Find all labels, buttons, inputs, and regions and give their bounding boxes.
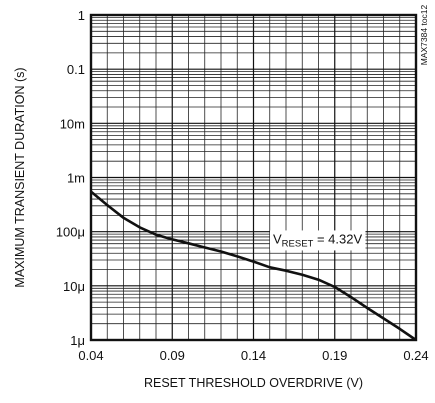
- y-tick-label: 0.1: [67, 62, 85, 77]
- x-tick-label: 0.09: [160, 348, 185, 363]
- x-tick-label: 0.19: [322, 348, 347, 363]
- x-tick-label: 0.04: [78, 348, 103, 363]
- annotation-subscript: RESET: [282, 238, 314, 249]
- x-tick-label: 0.24: [403, 348, 428, 363]
- y-tick-label: 100μ: [56, 225, 85, 240]
- y-tick-label: 10m: [60, 116, 85, 131]
- x-axis-label: RESET THRESHOLD OVERDRIVE (V): [144, 376, 363, 390]
- y-tick-label: 1: [78, 8, 85, 23]
- figure-code-label: MAX7384 toc12: [419, 4, 429, 65]
- x-tick-labels: 0.04 0.09 0.14 0.19 0.24: [78, 348, 428, 363]
- x-tick-label: 0.14: [241, 348, 266, 363]
- y-axis-label: MAXIMUM TRANSIENT DURATION (s): [13, 67, 27, 287]
- annotation-suffix: = 4.32V: [313, 231, 362, 246]
- annotation-prefix: V: [273, 231, 282, 246]
- y-tick-label: 10μ: [63, 279, 85, 294]
- y-tick-labels: 1μ 10μ 100μ 1m 10m 0.1 1: [56, 8, 85, 348]
- y-tick-label: 1μ: [70, 333, 85, 348]
- y-tick-label: 1m: [67, 171, 85, 186]
